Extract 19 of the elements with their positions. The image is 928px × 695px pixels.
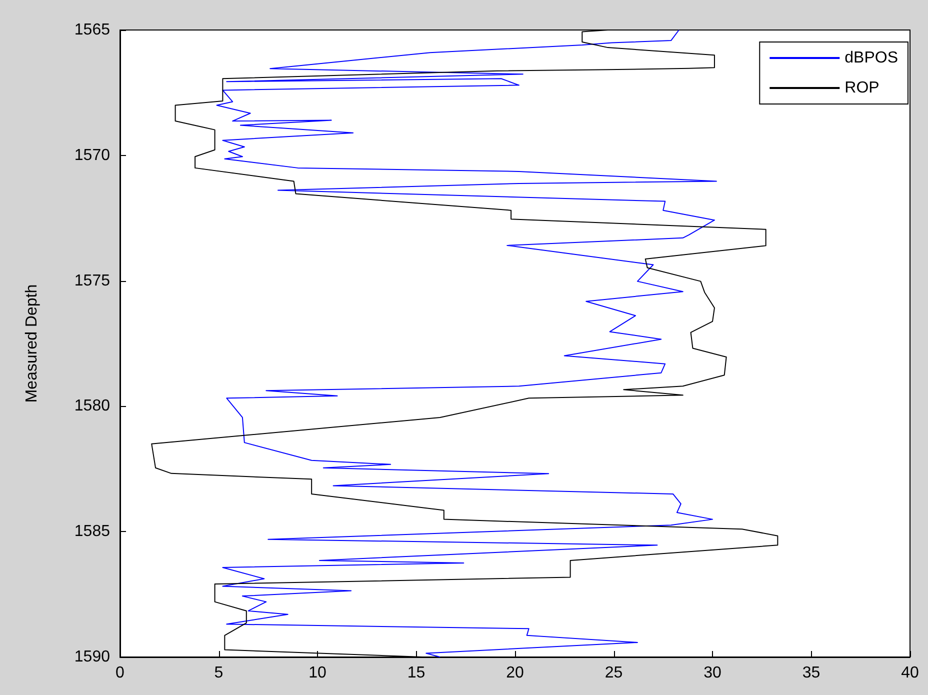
y-tick-label: 1575 bbox=[74, 272, 110, 290]
y-tick-label: 1565 bbox=[74, 22, 110, 38]
x-tick-label: 5 bbox=[214, 664, 224, 682]
legend-label: ROP bbox=[844, 80, 880, 96]
x-tick-label: 0 bbox=[116, 664, 125, 682]
y-tick-label: 1570 bbox=[74, 146, 110, 164]
y-tick-label: 1585 bbox=[74, 523, 110, 540]
y-axis-title: Measured Depth bbox=[24, 284, 40, 403]
x-tick-label: 30 bbox=[704, 664, 722, 682]
x-tick-label: 25 bbox=[604, 664, 623, 682]
y-tick-label: 1590 bbox=[74, 648, 110, 666]
x-tick-label: 35 bbox=[802, 664, 820, 682]
x-tick-label: 40 bbox=[901, 664, 919, 682]
x-tick-label: 10 bbox=[308, 664, 326, 682]
y-tick-label: 1580 bbox=[74, 398, 110, 415]
legend-label: dBPOS bbox=[844, 50, 898, 66]
x-tick-label: 15 bbox=[407, 664, 426, 682]
line-series bbox=[216, 30, 717, 658]
x-tick-label: 20 bbox=[506, 664, 524, 682]
